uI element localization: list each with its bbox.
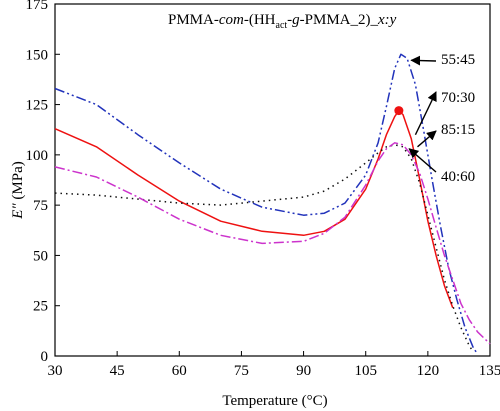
annotation-label: 85:15 <box>441 122 475 138</box>
annotation-arrow <box>410 55 437 66</box>
plot-frame <box>54 3 491 357</box>
peak-marker <box>394 106 404 116</box>
x-tick-label: 30 <box>48 363 63 379</box>
y-tick-label: 125 <box>26 98 49 114</box>
annotation-arrow <box>417 130 437 148</box>
annotation-label: 55:45 <box>441 52 475 68</box>
x-tick-label: 75 <box>234 363 249 379</box>
y-tick-label: 100 <box>26 148 49 164</box>
annotation-arrow <box>408 148 437 173</box>
x-tick-label: 120 <box>417 363 440 379</box>
y-tick-label: 25 <box>33 299 48 315</box>
series-layer <box>54 53 491 355</box>
annotation-label: 40:60 <box>441 169 475 185</box>
y-tick-label: 50 <box>33 248 48 264</box>
axis-ticks: 30 45 60 75 90 105 120 135 0 25 50 75 100 125 150 175 <box>26 0 500 379</box>
y-axis-title: E″ (MPa) <box>10 161 26 220</box>
y-tick-label: 175 <box>26 0 49 13</box>
y-tick-label: 0 <box>41 349 49 365</box>
x-axis-title: Temperature (°C) <box>222 393 327 409</box>
annotation-arrow <box>414 91 437 136</box>
series-line-85-15 <box>54 144 475 353</box>
chart-title: PMMA-com-(HHact-g-PMMA_2)_x:y <box>168 12 397 31</box>
annotation-label: 70:30 <box>441 90 475 106</box>
x-tick-label: 60 <box>172 363 187 379</box>
x-tick-label: 45 <box>110 363 125 379</box>
x-tick-label: 105 <box>354 363 377 379</box>
x-tick-label: 90 <box>296 363 311 379</box>
annotation-layer: 55:45 70:30 85:15 40:60 <box>408 52 475 185</box>
x-tick-label: 135 <box>479 363 500 379</box>
series-line-40-60 <box>54 142 491 345</box>
y-tick-label: 75 <box>33 198 48 214</box>
y-tick-label: 150 <box>26 47 49 63</box>
